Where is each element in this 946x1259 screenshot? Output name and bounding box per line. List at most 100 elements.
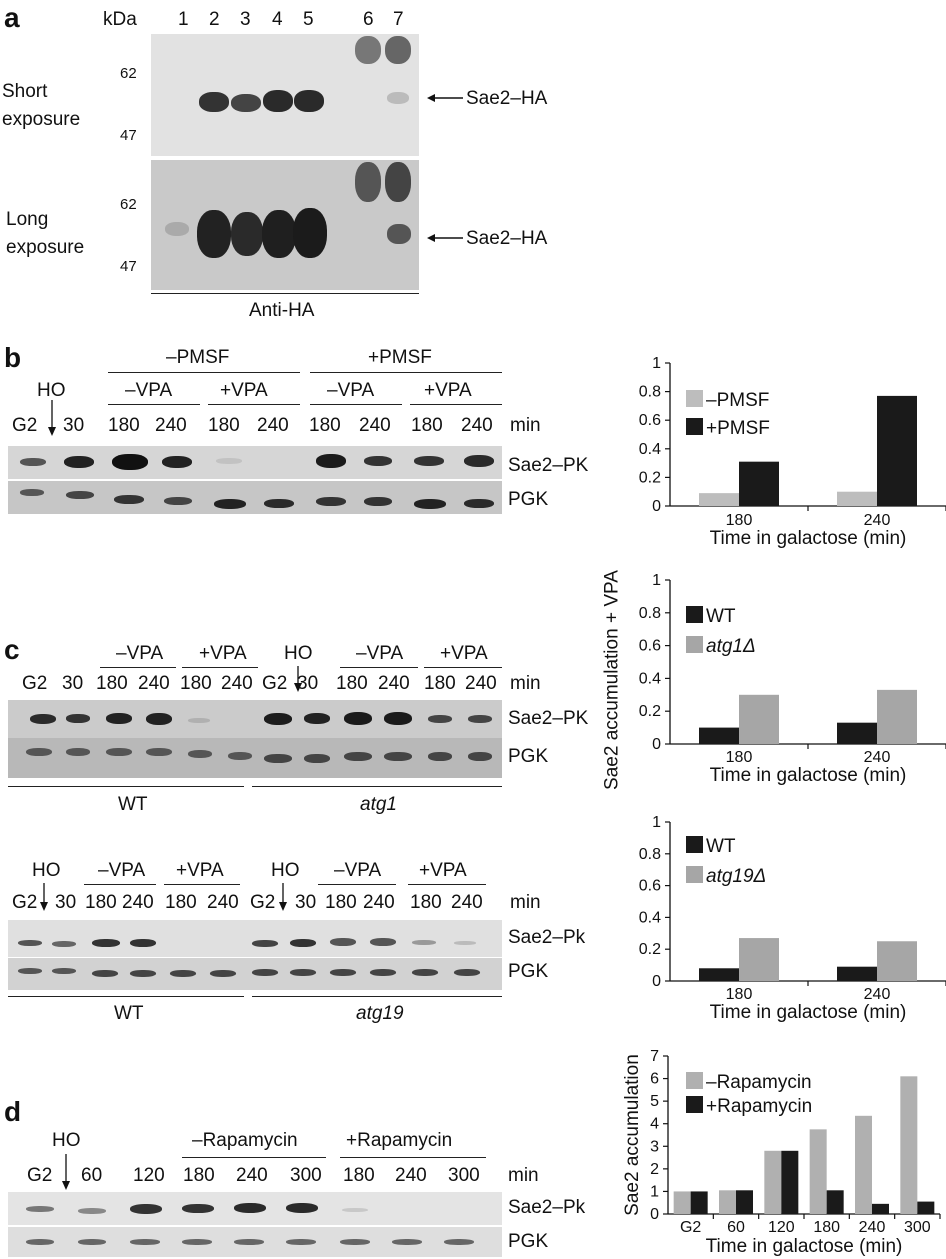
blot-band (188, 750, 212, 758)
vpa-bracket (164, 884, 240, 885)
short-exposure-label-1: Short (2, 81, 48, 102)
blot-band (290, 969, 316, 976)
lane-label: 240 (221, 673, 253, 694)
blot-band (454, 941, 476, 945)
y-tick-label: 3 (650, 1138, 659, 1155)
blot-band (286, 1203, 318, 1213)
blot-band (78, 1239, 106, 1245)
blot-band (444, 1239, 474, 1245)
lane-label: G2 (250, 892, 276, 913)
lane-label: 180 (208, 415, 240, 436)
lane-label: 6 (363, 9, 374, 30)
blot-band (228, 752, 252, 760)
blot-band (162, 456, 192, 468)
lane-label: 30 (295, 892, 317, 913)
blot-band (468, 752, 492, 761)
legend-label: +PMSF (706, 418, 770, 439)
blot-band (20, 458, 46, 466)
blot-band (428, 752, 452, 761)
pgk-blot (8, 738, 502, 778)
bar (699, 493, 739, 506)
vpa-bracket (410, 404, 502, 405)
minus-pmsf-label: –PMSF (166, 347, 230, 368)
blot-band (18, 968, 42, 974)
x-tick-label: 180 (813, 1219, 840, 1236)
vpa-bracket (424, 667, 502, 668)
plus-vpa-label: +VPA (424, 380, 472, 401)
plus-vpa-label: +VPA (220, 380, 268, 401)
bar (739, 938, 779, 981)
minus-vpa-label: –VPA (356, 643, 404, 664)
pgk-row-label: PGK (508, 961, 549, 982)
sae2-pk-row-label: Sae2–PK (508, 455, 589, 476)
lane-label: 4 (272, 9, 283, 30)
x-tick-label: 120 (768, 1219, 795, 1236)
legend-swatch (686, 390, 703, 407)
blot-band (468, 715, 492, 723)
x-axis-label: Time in galactose (min) (710, 1002, 907, 1023)
strain-bracket (8, 996, 244, 997)
bar (736, 1190, 753, 1214)
blot-band (66, 714, 90, 723)
sae2-pk-blot (8, 1192, 502, 1225)
mw-marker-62: 62 (120, 196, 137, 213)
lane-label: 240 (359, 415, 391, 436)
pgk-blot (8, 958, 502, 990)
blot-band (385, 36, 411, 64)
rapamycin-bracket (182, 1157, 326, 1158)
min-label: min (508, 1165, 539, 1186)
blot-band (355, 36, 381, 64)
plus-vpa-label: +VPA (419, 860, 467, 881)
blot-band (231, 212, 263, 256)
pmsf-bracket (108, 372, 300, 373)
ho-label: HO (284, 643, 313, 664)
y-tick-label: 0.8 (639, 605, 661, 622)
lane-label: 240 (257, 415, 289, 436)
pmsf-bracket (310, 372, 502, 373)
blot-band (370, 938, 396, 946)
blot-band (412, 969, 438, 976)
lane-label: 30 (55, 892, 77, 913)
bar (673, 1191, 691, 1214)
x-axis-label: Time in galactose (min) (710, 765, 907, 786)
blot-band (165, 222, 189, 236)
lane-label: 240 (378, 673, 410, 694)
legend-swatch (686, 836, 703, 853)
minus-vpa-label: –VPA (125, 380, 173, 401)
legend-swatch (686, 1072, 703, 1089)
lane-label: 240 (155, 415, 187, 436)
atg1-label: atg1 (360, 794, 397, 815)
lane-label: G2 (12, 415, 38, 436)
y-tick-label: 0 (652, 736, 661, 753)
y-tick-label: 2 (650, 1161, 659, 1178)
blot-band (414, 456, 444, 466)
blot-band (146, 748, 172, 756)
blot-band (78, 1208, 106, 1214)
minus-rapamycin-label: –Rapamycin (192, 1130, 298, 1151)
lane-label: 180 (108, 415, 140, 436)
blot-band (384, 712, 412, 725)
blot-band (182, 1239, 212, 1245)
legend-swatch (686, 636, 703, 653)
legend-label: +Rapamycin (706, 1096, 812, 1117)
blot-band (428, 715, 452, 723)
bar (719, 1190, 736, 1214)
blot-band (252, 969, 278, 976)
blot-band (66, 491, 94, 499)
lane-label: 5 (303, 9, 314, 30)
y-tick-label: 0.6 (639, 878, 661, 895)
minus-vpa-label: –VPA (98, 860, 146, 881)
legend-swatch (686, 866, 703, 883)
blot-band (146, 713, 172, 725)
legend-label: WT (706, 836, 736, 857)
blot-band (92, 970, 118, 977)
blot-band (384, 752, 412, 761)
ho-arrow (40, 883, 48, 911)
blot-band (342, 1208, 368, 1212)
pgk-blot (8, 481, 502, 514)
sae2-pk-blot (8, 700, 502, 738)
blot-band (387, 224, 411, 244)
lane-label: 300 (290, 1165, 322, 1186)
y-tick-label: 0.2 (639, 703, 661, 720)
lane-label: 2 (209, 9, 220, 30)
